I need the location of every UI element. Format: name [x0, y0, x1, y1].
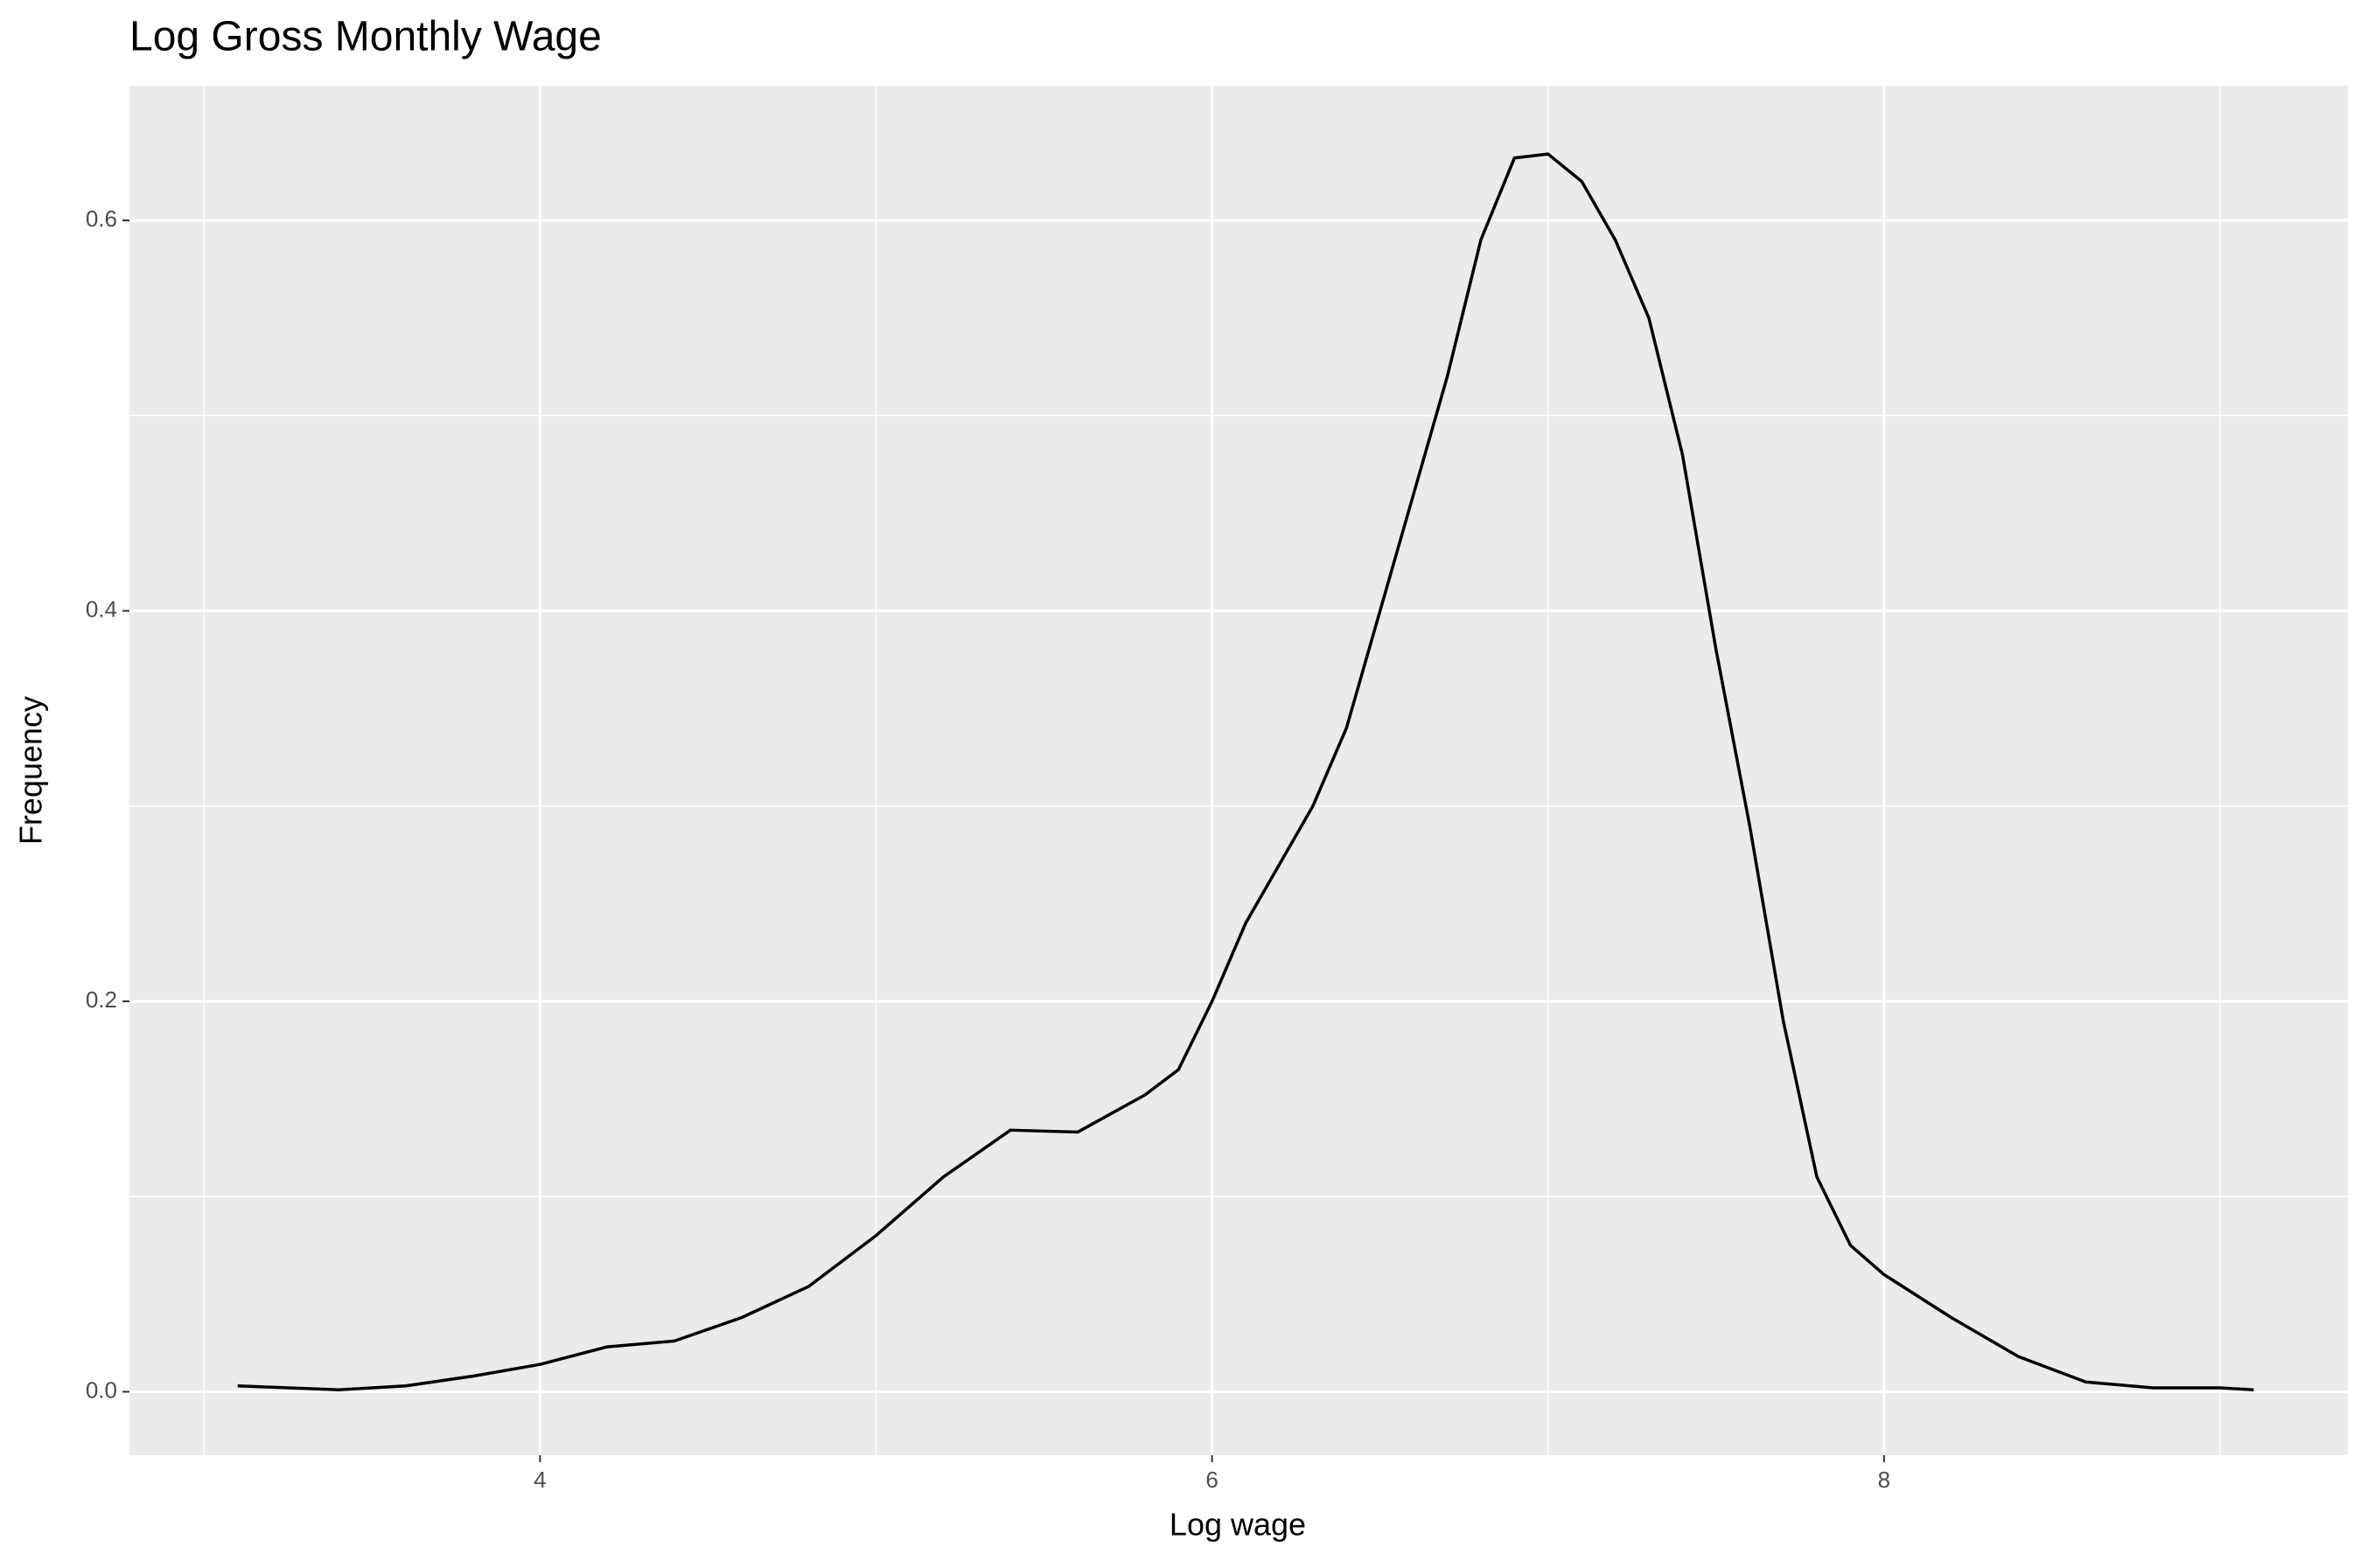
y-tick-label: 0.6: [86, 206, 117, 232]
y-tick-label: 0.0: [86, 1376, 117, 1403]
panel: [129, 86, 2348, 1455]
density-line: [237, 152, 2254, 1391]
x-tick-label: 4: [534, 1467, 546, 1493]
x-tick-label: 8: [1878, 1467, 1890, 1493]
x-tick-label: 6: [1205, 1467, 1218, 1493]
x-axis-title: Log wage: [1170, 1507, 1306, 1543]
chart-title: Log Gross Monthly Wage: [129, 14, 602, 60]
y-tick-label: 0.2: [86, 986, 117, 1013]
y-tick-label: 0.4: [86, 596, 117, 622]
y-axis-title: Frequency: [13, 696, 49, 845]
